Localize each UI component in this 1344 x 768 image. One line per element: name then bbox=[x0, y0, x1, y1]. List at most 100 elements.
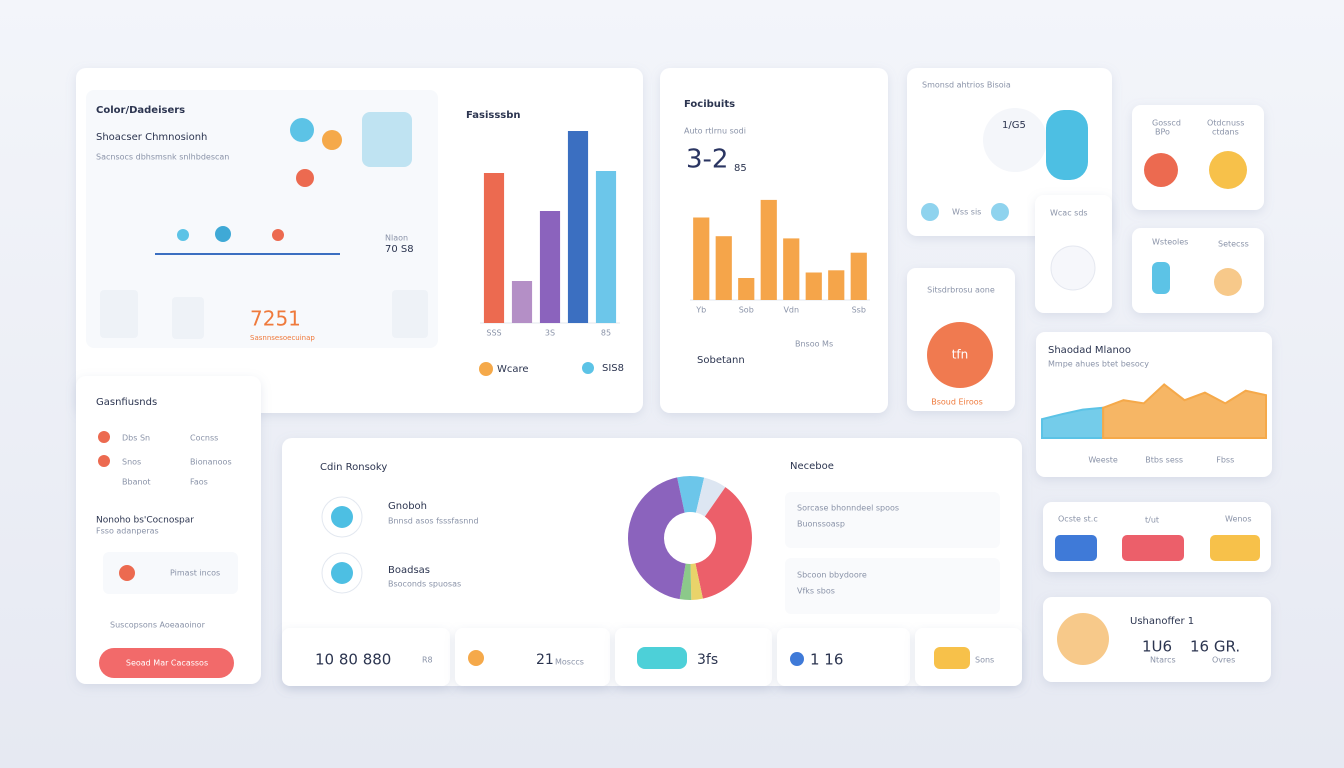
pie-slice bbox=[627, 477, 686, 600]
tile-label: Wsteoles bbox=[1152, 238, 1188, 247]
icon bbox=[921, 203, 939, 221]
icon bbox=[296, 169, 314, 187]
icon bbox=[1214, 268, 1242, 296]
heading: Nonoho bs'Cocnospar bbox=[96, 516, 194, 526]
pill-label: Ocste st.c bbox=[1058, 515, 1098, 524]
item-title: Boadsas bbox=[388, 565, 430, 576]
pie-slice bbox=[679, 563, 692, 600]
pie-slice bbox=[677, 476, 705, 513]
footer-card bbox=[777, 628, 910, 686]
icon bbox=[322, 130, 342, 150]
bar bbox=[738, 278, 755, 300]
footer-label: R8 bbox=[422, 656, 433, 665]
icon bbox=[119, 565, 135, 581]
left-panel bbox=[76, 376, 261, 684]
legend-icon bbox=[479, 362, 493, 376]
gauge-value: tfn bbox=[952, 348, 969, 362]
summary-value: 1U6 bbox=[1142, 638, 1172, 656]
bar bbox=[483, 173, 505, 323]
summary-card bbox=[1043, 597, 1271, 682]
metric-label: Nlaon bbox=[385, 234, 408, 243]
item-title: Gnoboh bbox=[388, 501, 427, 512]
tile-label: Otdcnuss bbox=[1207, 119, 1244, 128]
status-title: Smonsd ahtrios Bisoia bbox=[922, 81, 1011, 90]
x-tick-label: 85 bbox=[601, 329, 611, 338]
summary-caption: Ntarcs bbox=[1150, 656, 1176, 665]
side-item[interactable] bbox=[785, 558, 1000, 614]
icon bbox=[1152, 262, 1170, 294]
x-tick-label: Vdn bbox=[783, 306, 799, 315]
x-tick-label: Weeste bbox=[1088, 456, 1118, 465]
side-item-text: Vfks sbos bbox=[797, 587, 835, 596]
button[interactable] bbox=[99, 648, 234, 678]
pill[interactable] bbox=[1210, 535, 1260, 561]
legend-label: SIS8 bbox=[602, 363, 624, 374]
gauge-caption: Bsoud Eiroos bbox=[931, 398, 983, 407]
x-tick-label: Yb bbox=[695, 306, 706, 315]
overview-subtitle: Shoacser Chmnosionh bbox=[96, 132, 207, 143]
bar bbox=[715, 236, 732, 300]
pie-slice bbox=[690, 563, 703, 600]
footer-value: 1 16 bbox=[810, 651, 843, 669]
tile bbox=[100, 290, 138, 338]
row-label: Bbanot bbox=[122, 478, 151, 487]
ring bbox=[983, 108, 1047, 172]
area bbox=[1102, 383, 1267, 439]
bar bbox=[539, 211, 561, 323]
caption: Auto rtlrnu sodi bbox=[684, 127, 746, 136]
footer-value: 10 80 880 bbox=[315, 651, 391, 669]
x-tick-label: Fbss bbox=[1216, 456, 1234, 465]
dot bbox=[272, 229, 284, 241]
bar bbox=[783, 238, 800, 300]
button-label[interactable]: Seoad Mar Cacassos bbox=[126, 659, 208, 668]
pill bbox=[934, 647, 970, 669]
pill-label: t/ut bbox=[1145, 516, 1159, 525]
side-item-text: Buonssoasp bbox=[797, 520, 845, 529]
note: Suscopsons Aoeaaoinor bbox=[110, 621, 206, 630]
x-tick-label: Sob bbox=[739, 306, 754, 315]
item-text: Bsoconds spuosas bbox=[388, 580, 461, 589]
icon bbox=[991, 203, 1009, 221]
label: Sobetann bbox=[697, 355, 745, 366]
row-label: Snos bbox=[122, 458, 141, 467]
subheading: Fsso adanperas bbox=[96, 527, 159, 536]
bar bbox=[595, 171, 617, 323]
footer-card bbox=[282, 628, 450, 686]
icon bbox=[1209, 151, 1247, 189]
stat-caption: Sasnnsesoecuinap bbox=[250, 334, 315, 342]
pie-slice bbox=[695, 487, 752, 599]
dot bbox=[177, 229, 189, 241]
bar bbox=[805, 272, 822, 300]
legend-icon bbox=[582, 362, 594, 374]
tile-label: BPo bbox=[1155, 128, 1170, 137]
summary-value: 16 GR. bbox=[1190, 638, 1240, 656]
icon bbox=[1144, 153, 1178, 187]
metric: 70 S8 bbox=[385, 244, 414, 255]
pie-slice bbox=[695, 477, 726, 517]
x-tick-label: SSS bbox=[486, 329, 501, 338]
side-item[interactable] bbox=[785, 492, 1000, 548]
item-text: Bnnsd asos fsssfasnnd bbox=[388, 517, 479, 526]
bar bbox=[693, 217, 710, 300]
pill[interactable] bbox=[1055, 535, 1097, 561]
overview-caption: Sacnsocs dbhsmsnk snlhbdescan bbox=[96, 153, 229, 162]
x-tick-label: Ssb bbox=[852, 306, 866, 315]
panel-title: Gasnfiusnds bbox=[96, 397, 157, 408]
x-tick-label: Btbs sess bbox=[1145, 456, 1183, 465]
row-label: Faos bbox=[190, 478, 208, 487]
side-item-title: Sbcoon bbydoore bbox=[797, 571, 867, 580]
summary-title: Ushanoffer 1 bbox=[1130, 616, 1194, 627]
bar bbox=[511, 281, 533, 323]
metric-unit: 85 bbox=[734, 163, 747, 174]
row-label: Bionanoos bbox=[190, 458, 232, 467]
tile bbox=[172, 297, 204, 339]
pill[interactable] bbox=[1122, 535, 1184, 561]
tile-label: ctdans bbox=[1212, 128, 1239, 137]
icon bbox=[790, 652, 804, 666]
bar bbox=[850, 252, 867, 300]
chart-title: Shaodad Mlanoo bbox=[1048, 345, 1131, 356]
pill-label: Wenos bbox=[1225, 515, 1252, 524]
stat: 7251 bbox=[250, 307, 301, 331]
item[interactable] bbox=[103, 552, 238, 594]
